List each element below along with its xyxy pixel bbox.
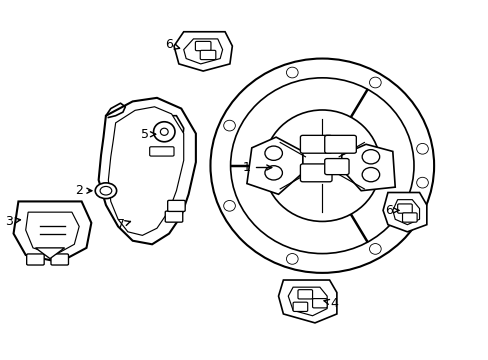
Text: 1: 1 <box>243 161 271 174</box>
Ellipse shape <box>264 110 380 221</box>
Polygon shape <box>382 193 426 232</box>
Ellipse shape <box>264 146 282 160</box>
FancyBboxPatch shape <box>324 158 348 175</box>
Ellipse shape <box>264 166 282 180</box>
Polygon shape <box>392 200 419 225</box>
Polygon shape <box>287 287 326 316</box>
Ellipse shape <box>223 120 235 131</box>
Ellipse shape <box>369 244 381 254</box>
Polygon shape <box>278 280 336 323</box>
Text: 3: 3 <box>5 215 20 228</box>
Ellipse shape <box>153 122 175 142</box>
Ellipse shape <box>362 150 379 164</box>
Ellipse shape <box>416 177 427 188</box>
Polygon shape <box>26 212 79 255</box>
FancyBboxPatch shape <box>200 50 215 60</box>
FancyBboxPatch shape <box>292 302 307 311</box>
Text: 6: 6 <box>165 39 179 51</box>
FancyBboxPatch shape <box>300 135 331 153</box>
Polygon shape <box>174 32 232 71</box>
FancyBboxPatch shape <box>149 147 174 156</box>
Ellipse shape <box>416 143 427 154</box>
Polygon shape <box>183 39 222 64</box>
Ellipse shape <box>286 67 298 78</box>
FancyBboxPatch shape <box>297 290 312 299</box>
Text: 4: 4 <box>324 297 338 310</box>
Polygon shape <box>108 107 183 235</box>
Ellipse shape <box>286 253 298 264</box>
Ellipse shape <box>230 78 413 253</box>
FancyBboxPatch shape <box>195 41 210 51</box>
FancyBboxPatch shape <box>51 254 68 265</box>
FancyBboxPatch shape <box>397 204 411 213</box>
Polygon shape <box>99 98 196 244</box>
Ellipse shape <box>362 167 379 182</box>
FancyBboxPatch shape <box>300 164 331 182</box>
Ellipse shape <box>369 77 381 88</box>
Ellipse shape <box>160 128 168 135</box>
Text: 2: 2 <box>75 184 92 197</box>
FancyBboxPatch shape <box>165 211 183 222</box>
Polygon shape <box>246 137 302 194</box>
FancyBboxPatch shape <box>27 254 44 265</box>
FancyBboxPatch shape <box>312 298 326 308</box>
Ellipse shape <box>100 186 112 195</box>
Polygon shape <box>14 202 91 262</box>
Text: 7: 7 <box>116 218 130 231</box>
FancyBboxPatch shape <box>324 135 356 153</box>
Ellipse shape <box>223 201 235 211</box>
Text: 5: 5 <box>141 128 155 141</box>
Polygon shape <box>341 144 394 191</box>
Polygon shape <box>142 116 183 158</box>
Ellipse shape <box>95 183 116 199</box>
Polygon shape <box>35 248 64 258</box>
FancyBboxPatch shape <box>402 213 416 222</box>
Text: 6: 6 <box>384 204 398 217</box>
FancyBboxPatch shape <box>167 201 185 211</box>
Ellipse shape <box>210 59 433 273</box>
